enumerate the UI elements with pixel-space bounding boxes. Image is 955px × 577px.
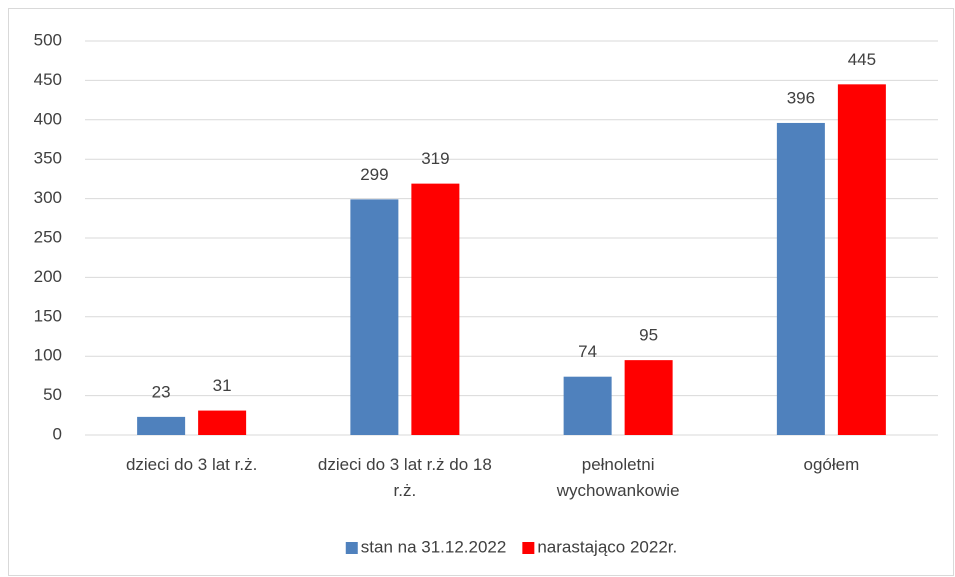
y-tick-label: 50 <box>43 385 62 404</box>
data-label: 445 <box>848 50 876 69</box>
y-tick-label: 350 <box>34 149 62 168</box>
data-label: 396 <box>787 88 815 107</box>
y-tick-label: 0 <box>53 424 62 443</box>
y-tick-label: 450 <box>34 70 62 89</box>
bar <box>350 199 399 435</box>
data-label: 95 <box>639 326 658 345</box>
x-tick-label: pełnoletni wychowankowie <box>556 455 680 500</box>
y-tick-label: 150 <box>34 306 62 325</box>
data-label: 74 <box>578 342 597 361</box>
legend-swatch <box>522 542 535 554</box>
legend: stan na 31.12.2022 narastająco 2022r. <box>345 537 677 556</box>
data-label: 319 <box>421 149 449 168</box>
y-tick-label: 100 <box>34 346 62 365</box>
bar <box>411 183 460 435</box>
bar <box>137 416 186 435</box>
data-label: 299 <box>360 165 388 184</box>
bar <box>198 410 247 435</box>
legend-swatch <box>345 542 358 554</box>
data-label: 23 <box>152 382 171 401</box>
x-tick-label-box: dzieci do 3 lat r.ż. <box>125 455 258 474</box>
x-tick-label-box: pełnoletni wychowankowie <box>556 455 680 500</box>
x-tick-label: dzieci do 3 lat r.ż do 18 r.ż. <box>317 455 492 500</box>
x-tick-label: dzieci do 3 lat r.ż. <box>125 455 258 474</box>
bar <box>624 360 673 435</box>
x-tick-label-box: ogółem <box>803 455 860 474</box>
legend-label: narastająco 2022r. <box>537 537 677 556</box>
y-tick-label: 250 <box>34 227 62 246</box>
x-tick-label-box: dzieci do 3 lat r.ż do 18 r.ż. <box>317 455 492 500</box>
bar <box>776 122 825 436</box>
y-tick-label: 400 <box>34 109 62 128</box>
y-tick-label: 300 <box>34 188 62 207</box>
y-tick-label: 200 <box>34 267 62 286</box>
y-tick-label: 500 <box>34 30 62 49</box>
legend-label: stan na 31.12.2022 <box>361 537 507 556</box>
x-tick-label: ogółem <box>803 455 860 474</box>
bar <box>837 84 886 435</box>
data-label: 31 <box>213 376 232 395</box>
bar <box>563 376 612 435</box>
